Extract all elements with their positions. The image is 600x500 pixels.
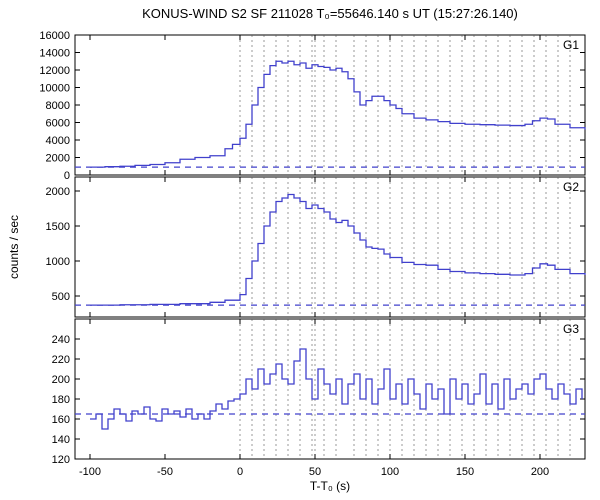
svg-text:500: 500 <box>52 291 70 303</box>
svg-text:140: 140 <box>52 434 70 446</box>
svg-text:100: 100 <box>381 466 399 478</box>
svg-text:2000: 2000 <box>46 153 70 165</box>
svg-text:200: 200 <box>531 466 549 478</box>
svg-text:KONUS-WIND S2 SF 211028 T₀=556: KONUS-WIND S2 SF 211028 T₀=55646.140 s U… <box>142 6 518 21</box>
svg-text:180: 180 <box>52 394 70 406</box>
svg-text:-100: -100 <box>79 466 101 478</box>
svg-text:10000: 10000 <box>39 83 70 95</box>
svg-text:2000: 2000 <box>46 186 70 198</box>
svg-text:G3: G3 <box>563 322 579 336</box>
multi-panel-timeseries: KONUS-WIND S2 SF 211028 T₀=55646.140 s U… <box>0 0 600 500</box>
svg-text:G2: G2 <box>563 180 579 194</box>
svg-text:6000: 6000 <box>46 118 70 130</box>
svg-text:8000: 8000 <box>46 100 70 112</box>
svg-text:T-T₀ (s): T-T₀ (s) <box>310 479 350 493</box>
svg-text:50: 50 <box>309 466 321 478</box>
svg-text:counts / sec: counts / sec <box>7 215 21 279</box>
svg-text:0: 0 <box>237 466 243 478</box>
svg-text:1500: 1500 <box>46 221 70 233</box>
svg-text:0: 0 <box>64 170 70 182</box>
svg-text:200: 200 <box>52 374 70 386</box>
svg-text:120: 120 <box>52 454 70 466</box>
svg-text:240: 240 <box>52 334 70 346</box>
svg-text:12000: 12000 <box>39 65 70 77</box>
svg-text:150: 150 <box>456 466 474 478</box>
svg-text:160: 160 <box>52 414 70 426</box>
svg-text:14000: 14000 <box>39 48 70 60</box>
svg-text:-50: -50 <box>157 466 173 478</box>
svg-text:1000: 1000 <box>46 256 70 268</box>
svg-text:4000: 4000 <box>46 135 70 147</box>
svg-text:220: 220 <box>52 354 70 366</box>
svg-text:G1: G1 <box>563 38 579 52</box>
svg-text:16000: 16000 <box>39 30 70 42</box>
